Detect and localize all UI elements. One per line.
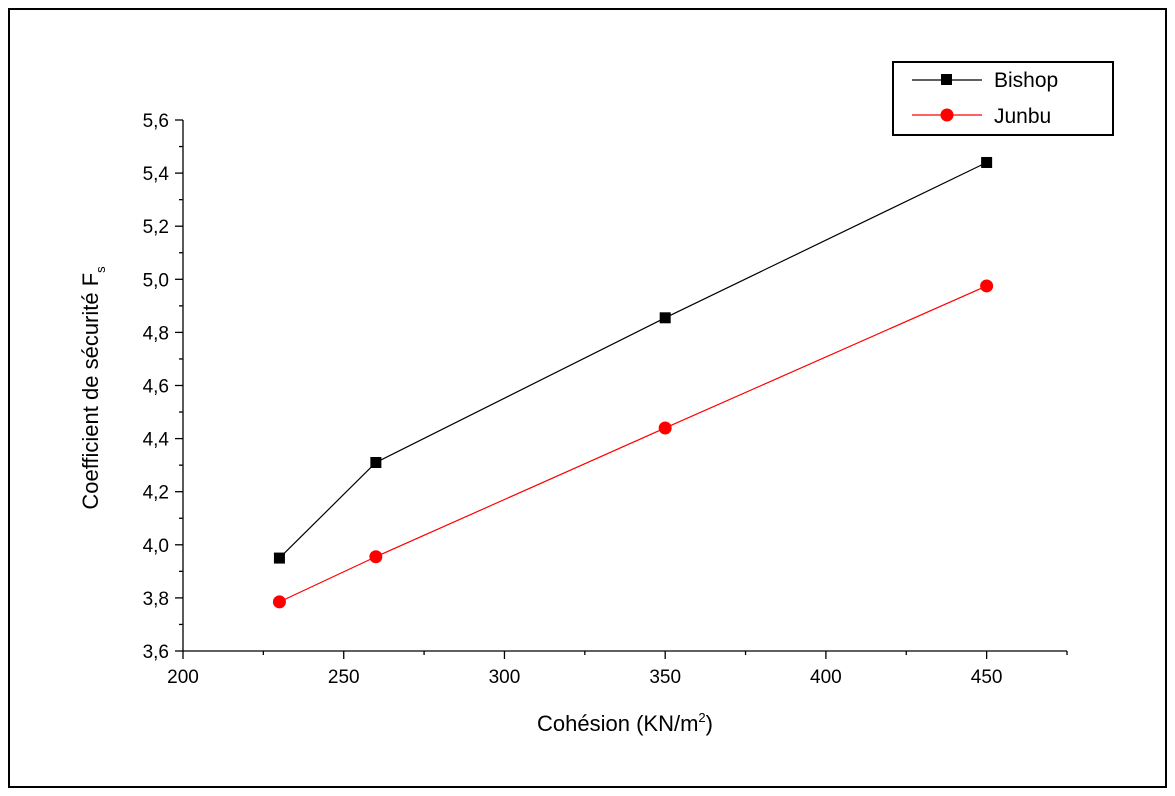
data-point-junbu [369,550,383,564]
y-tick-label: 3,8 [143,589,169,610]
legend-marker-bishop [941,74,952,85]
axes: 3,6 3,8 4,0 4,2 4,4 4,6 4,8 5,0 5,2 5,4 5,6 200 250 3… [143,111,1068,688]
legend-marker-junbu [940,108,954,122]
data-point-junbu [658,421,672,435]
x-tick-label: 300 [489,667,521,688]
series-line-junbu [279,285,987,603]
y-tick-label: 3,6 [143,642,169,663]
legend-box [892,61,1114,136]
y-tick-label: 5,4 [143,164,170,185]
x-axis-label: Cohésion (KN/m2) [537,710,713,736]
data-point-bishop [370,456,382,468]
y-tick-label: 5,2 [143,217,169,238]
y-tick-label: 4,8 [143,323,169,344]
x-tick-label: 450 [971,667,1003,688]
y-tick-label: 4,4 [143,430,170,451]
y-tick-label: 4,6 [143,377,169,398]
y-tick-label: 5,6 [143,111,169,132]
data-point-junbu [272,595,286,609]
y-tick-label: 4,2 [143,483,169,504]
x-tick-label: 200 [167,667,199,688]
data-point-bishop [273,552,285,564]
legend-label-bishop: Bishop [994,69,1058,92]
x-tick-label: 350 [649,667,681,688]
data-point-bishop [981,156,993,168]
data-point-junbu [980,279,994,293]
data-point-bishop [659,312,671,324]
legend: Bishop Junbu [892,61,1114,136]
figure-frame [8,8,1167,788]
series-line-bishop [279,161,987,559]
y-tick-label: 5,0 [143,270,169,291]
y-tick-label: 4,0 [143,536,169,557]
plot-area [272,156,994,609]
x-tick-label: 400 [810,667,842,688]
legend-label-junbu: Junbu [994,105,1051,128]
x-tick-label: 250 [328,667,360,688]
y-axis-label: Coefficient de sécurité Fs [78,266,108,510]
